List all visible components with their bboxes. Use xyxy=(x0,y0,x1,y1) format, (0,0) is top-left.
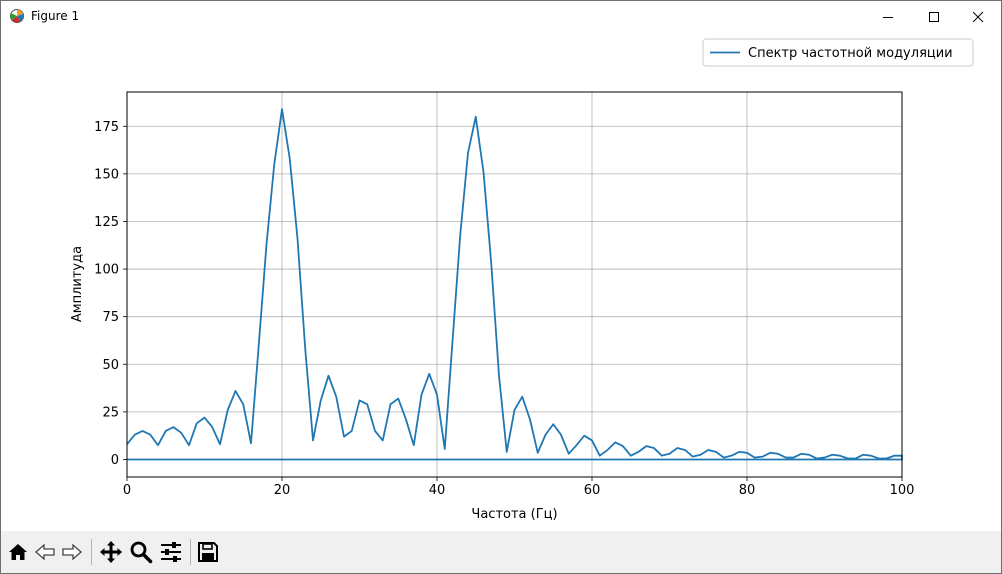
x-tick-label: 100 xyxy=(890,483,915,498)
x-axis: 0 20 40 60 80 100 xyxy=(123,477,915,498)
zoom-icon xyxy=(130,541,153,564)
close-button[interactable] xyxy=(955,1,1001,32)
x-axis-label: Частота (Гц) xyxy=(471,507,557,522)
home-button[interactable] xyxy=(5,539,31,565)
minimize-icon xyxy=(883,16,893,18)
series-layer xyxy=(126,108,903,461)
y-tick-label: 75 xyxy=(102,310,119,325)
legend: Спектр частотной модуляции xyxy=(702,38,974,67)
x-tick-label: 0 xyxy=(123,483,131,498)
y-axis-label: Амплитуда xyxy=(70,246,85,322)
legend-label: Спектр частотной модуляции xyxy=(748,46,953,61)
maximize-icon xyxy=(929,11,939,22)
navigation-toolbar xyxy=(1,531,1001,573)
y-axis: 0 25 50 75 100 125 150 175 xyxy=(94,120,127,468)
zoom-button[interactable] xyxy=(128,539,154,565)
series-line xyxy=(126,108,903,461)
pan-button[interactable] xyxy=(98,539,124,565)
maximize-button[interactable] xyxy=(911,1,957,32)
toolbar-separator xyxy=(190,539,191,565)
configure-subplots-icon xyxy=(161,542,181,562)
minimize-button[interactable] xyxy=(865,1,911,32)
y-tick-label: 100 xyxy=(94,263,119,278)
close-icon xyxy=(972,11,984,22)
y-tick-label: 25 xyxy=(102,405,119,420)
y-tick-label: 50 xyxy=(102,358,119,373)
grid xyxy=(126,92,903,477)
legend-box xyxy=(702,38,974,67)
y-tick-label: 150 xyxy=(94,167,119,182)
forward-button[interactable] xyxy=(59,539,85,565)
y-tick-label: 125 xyxy=(94,215,119,230)
axes-frame xyxy=(126,91,903,478)
x-tick-label: 60 xyxy=(584,483,601,498)
title-bar: Figure 1 xyxy=(1,1,1001,32)
back-button[interactable] xyxy=(32,539,58,565)
x-tick-label: 40 xyxy=(429,483,446,498)
plot-canvas[interactable]: 0 20 40 60 80 100 0 25 50 75 100 125 150 175 Частота… xyxy=(1,32,1001,531)
back-icon xyxy=(35,543,55,561)
window-title: Figure 1 xyxy=(31,9,80,23)
x-tick-label: 80 xyxy=(739,483,756,498)
configure-subplots-button[interactable] xyxy=(158,539,184,565)
home-icon xyxy=(9,544,27,560)
x-tick-label: 20 xyxy=(274,483,291,498)
matplotlib-icon xyxy=(10,9,24,23)
y-tick-label: 0 xyxy=(111,453,119,468)
save-icon xyxy=(198,542,218,562)
save-button[interactable] xyxy=(195,539,221,565)
toolbar-separator xyxy=(91,539,92,565)
line-chart: 0 20 40 60 80 100 0 25 50 75 100 125 150 175 Частота… xyxy=(70,38,974,522)
y-tick-label: 175 xyxy=(94,120,119,135)
forward-icon xyxy=(62,543,82,561)
pan-icon xyxy=(100,541,122,563)
